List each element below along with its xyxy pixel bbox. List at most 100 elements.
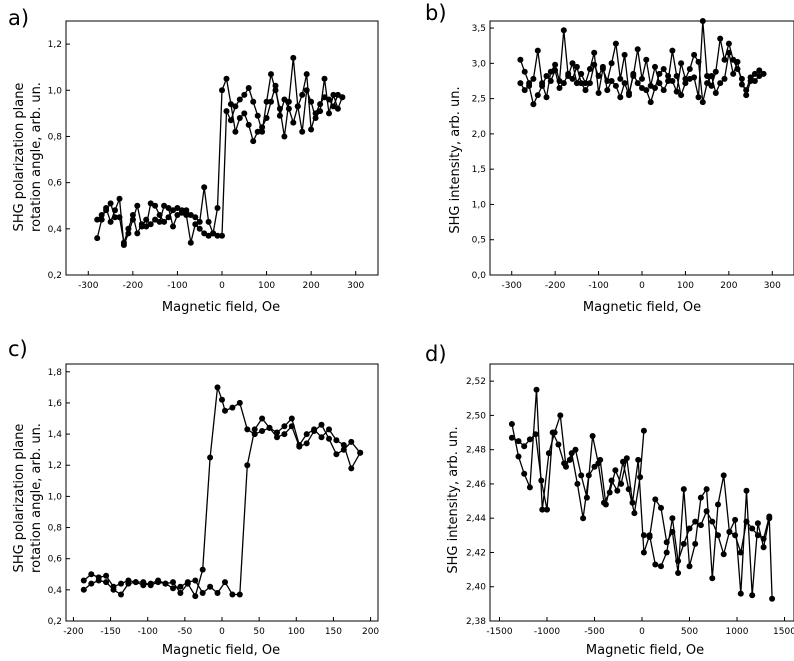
- panel-c-xtick-label: 200: [362, 627, 379, 637]
- panel-d-ytick-label: 2,50: [466, 411, 486, 421]
- panel-d-series-1-line: [512, 390, 644, 519]
- panel-a-series-2-point: [134, 203, 140, 209]
- panel-a-series-2-point: [170, 224, 176, 230]
- panel-b-xtick-label: 0: [639, 281, 645, 291]
- panel-a-series-2-point: [304, 71, 310, 77]
- panel-d-series-1-point: [527, 484, 533, 490]
- panel-d-series-3-point: [692, 541, 698, 547]
- panel-d-series-2-point: [538, 478, 544, 484]
- panel-d-series-3-point: [726, 529, 732, 535]
- panel-b-series-2-point: [626, 92, 632, 98]
- panel-c-series-1-point: [348, 465, 354, 471]
- panel-d-series-2-point: [567, 457, 573, 463]
- panel-c-series-1-point: [237, 592, 243, 598]
- panel-b-series-2-point: [557, 85, 563, 91]
- panel-d-xtick-label: -500: [584, 627, 605, 637]
- panel-b-series-2-point: [517, 80, 523, 86]
- panel-b-series-1-point: [535, 48, 541, 54]
- panel-c-series-2-point: [185, 581, 191, 587]
- panel-a-series-1-point: [255, 113, 261, 119]
- panel-d-series-3-point: [658, 505, 664, 511]
- panel-a-ytick-label: 0,6: [48, 179, 63, 189]
- panel-d-series-1-point: [641, 428, 647, 434]
- panel-a-series-2-point: [317, 101, 323, 107]
- panel-c-series-2-point: [333, 451, 339, 457]
- panel-a-xlabel: Magnetic field, Oe: [162, 300, 280, 315]
- panel-b-series-1-point: [717, 36, 723, 42]
- panel-a-series-2-point: [326, 97, 332, 103]
- panel-d-ytick-label: 2,42: [466, 548, 486, 558]
- panel-b-series-2-point: [578, 80, 584, 86]
- panel-d-series-3-point: [681, 486, 687, 492]
- panel-c-xtick-label: -200: [63, 627, 84, 637]
- panel-c-series-1-point: [200, 590, 206, 596]
- panel-a-series-2-point: [259, 124, 265, 130]
- panel-d-series-3-point: [761, 544, 767, 550]
- panel-b-series-2-point: [682, 76, 688, 82]
- panel-a-series-1-point: [290, 55, 296, 61]
- panel-a-series-2-point: [192, 221, 198, 227]
- panel-c-series-2-point: [170, 579, 176, 585]
- panel-c-series-1-point: [244, 462, 250, 468]
- panel-d-series-2-point: [698, 522, 704, 528]
- panel-d-series-1-point: [580, 515, 586, 521]
- panel-c-series-1-point: [215, 590, 221, 596]
- panel-d-ytick-label: 2,44: [466, 514, 486, 524]
- panel-a-xtick-label: -300: [78, 281, 99, 291]
- panel-c-series-2-point: [125, 581, 131, 587]
- panel-b-series-2-point: [583, 87, 589, 93]
- panel-d-xtick-label: -1500: [486, 627, 512, 637]
- panel-c-series-2-point: [200, 567, 206, 573]
- panel-b-ytick-label: 2,5: [472, 95, 486, 105]
- panel-d-series-3-point: [664, 539, 670, 545]
- panel-b-series-2-point: [617, 94, 623, 100]
- panel-d-series-2-point: [635, 457, 641, 463]
- panel-b-series-1-point: [522, 69, 528, 75]
- panel-b-series-2-point: [691, 52, 697, 58]
- panel-b-series-2-point: [709, 73, 715, 79]
- panel-c-series-2-point: [111, 587, 117, 593]
- panel-b-series-2-point: [648, 99, 654, 105]
- panel-d-series-2-point: [681, 541, 687, 547]
- panel-b-xtick-label: -200: [545, 281, 566, 291]
- panel-a-series-2-point: [188, 240, 194, 246]
- panel-c-series-2-line: [84, 387, 360, 596]
- panel-d-series-2-point: [578, 472, 584, 478]
- panel-c-series-2-point: [326, 436, 332, 442]
- panel-d-series-1-point: [509, 421, 515, 427]
- panel-a-series-2-point: [99, 217, 105, 223]
- panel-c-series-1-point: [118, 581, 124, 587]
- panel-a-series-2-point: [264, 115, 270, 121]
- panel-d-series-2-point: [618, 481, 624, 487]
- panel-d-ylabel: SHG intensity, arb. un.: [446, 426, 461, 573]
- panel-b-series-2-point: [535, 92, 541, 98]
- panel-c-series-1-point: [103, 573, 109, 579]
- panel-d-series-2-point: [652, 562, 658, 568]
- panel-a-series-2-point: [295, 103, 301, 109]
- panel-c-ytick-label: 0,6: [48, 555, 63, 565]
- panel-a: a) -300 -200 -100 0 100 200 3000,20,40,60,81,0…: [8, 6, 378, 315]
- panel-b-series-1-point: [587, 66, 593, 72]
- panel-c-ylabel-line2: rotation angle, arb. un.: [29, 423, 44, 573]
- panel-b-series-2-point: [735, 59, 741, 65]
- panel-a-series-1-point: [206, 219, 212, 225]
- panel-d-series-2-point: [550, 430, 556, 436]
- panel-c: c) -200 -150 -100 -50 0 50 100 150 2000,20,40,60…: [8, 337, 379, 658]
- panel-a-ytick-label: 0,2: [48, 271, 62, 281]
- panel-b-series-1-point: [517, 57, 523, 63]
- panel-d-series-2-point: [601, 500, 607, 506]
- panel-c-series-2-point: [304, 440, 310, 446]
- panel-c-series-2-point: [296, 444, 302, 450]
- panel-b-series-1-point: [544, 94, 550, 100]
- panel-a-series-2-point: [197, 226, 203, 232]
- panel-c-series-2-point: [207, 455, 213, 461]
- panel-a-series-1-point: [134, 230, 140, 236]
- panel-a-xtick-label: 200: [303, 281, 320, 291]
- panel-b-xlabel: Magnetic field, Oe: [583, 300, 701, 315]
- panel-a-series-2-point: [94, 235, 100, 241]
- panel-a-series-2-point: [121, 242, 127, 248]
- panel-d-series-3-point: [715, 502, 721, 508]
- panel-a-series-2-point: [308, 127, 314, 133]
- panel-d-series-2-point: [658, 563, 664, 569]
- panel-c-series-2-point: [319, 422, 325, 428]
